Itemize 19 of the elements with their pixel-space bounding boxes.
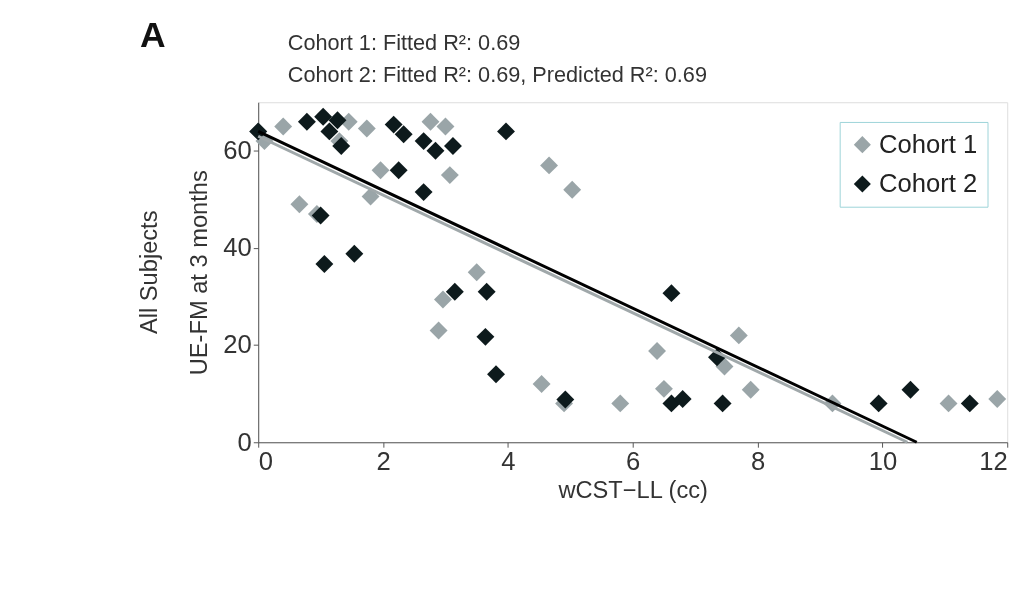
x-tick-label: 6 — [626, 447, 641, 476]
text: A — [139, 15, 166, 56]
legend-label: Cohort 1 — [879, 129, 978, 158]
chart-subtitle: Cohort 2: Fitted R²: 0.69, Predicted R²: 0.69 — [287, 61, 707, 87]
text: All Subjects — [135, 210, 162, 335]
x-tick-label: 0 — [258, 447, 273, 476]
legend-label: Cohort 2 — [879, 168, 978, 197]
y-tick-label: 0 — [237, 427, 252, 456]
x-tick-label: 8 — [750, 447, 766, 476]
x-tick-label: 10 — [868, 447, 898, 476]
y-axis-title: UE-FM at 3 months — [185, 170, 212, 376]
x-axis-title: wCST−LL (cc) — [557, 476, 708, 503]
y-tick-label: 20 — [223, 330, 252, 359]
x-tick-label: 4 — [501, 447, 516, 476]
y-tick-label: 60 — [223, 136, 252, 165]
x-tick-label: 12 — [979, 447, 1008, 476]
x-tick-label: 2 — [376, 447, 391, 476]
y-tick-label: 40 — [223, 233, 252, 262]
chart-title: Cohort 1: Fitted R²: 0.69 — [287, 30, 521, 56]
